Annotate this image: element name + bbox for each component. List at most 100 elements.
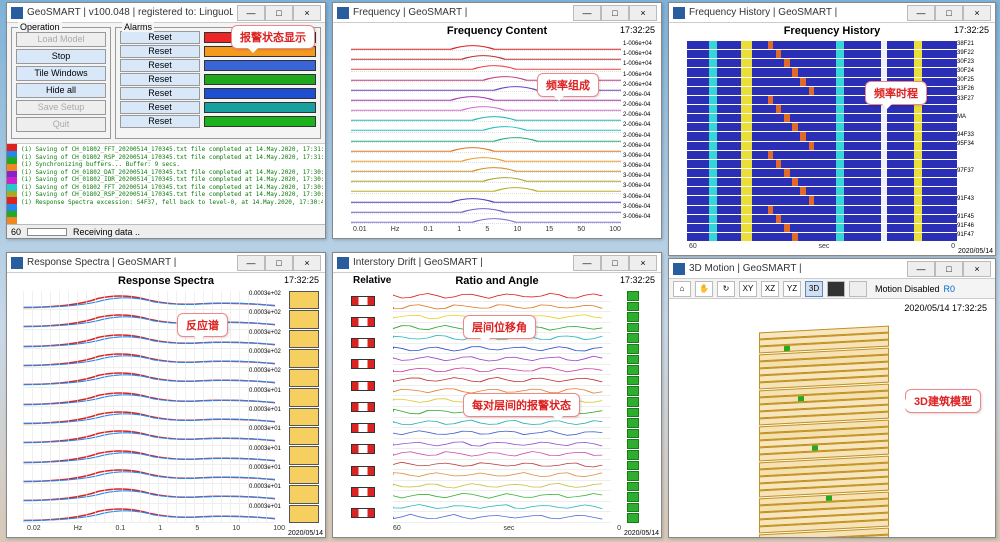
reset-button[interactable]: Reset bbox=[120, 101, 200, 114]
status-indicator bbox=[627, 344, 639, 354]
alarm-bar bbox=[204, 60, 316, 71]
timestamp: 17:32:25 bbox=[954, 25, 989, 35]
status-indicator bbox=[627, 408, 639, 418]
window-title: Frequency | GeoSMART | bbox=[353, 7, 569, 18]
callout-drift-status: 每对层间的报警状态 bbox=[463, 393, 580, 417]
floor-pair-icon bbox=[339, 312, 387, 331]
status-indicator bbox=[627, 386, 639, 396]
date-label: 2020/05/14 bbox=[288, 530, 323, 537]
hide-all-button[interactable]: Hide all bbox=[16, 83, 106, 98]
close-button[interactable]: × bbox=[293, 5, 321, 21]
maximize-button[interactable]: □ bbox=[935, 5, 963, 21]
date-label: 2020/05/14 bbox=[624, 530, 659, 537]
quit-button[interactable]: Quit bbox=[16, 117, 106, 132]
status-indicator bbox=[627, 439, 639, 449]
window-title: Interstory Drift | GeoSMART | bbox=[353, 257, 569, 268]
minimize-button[interactable]: — bbox=[907, 261, 935, 277]
timestamp: 2020/05/14 17:32:25 bbox=[904, 303, 987, 313]
window-title: GeoSMART | v100.048 | registered to: Lin… bbox=[27, 7, 233, 18]
alarm-box bbox=[289, 369, 319, 387]
rotate-icon[interactable]: ↻ bbox=[717, 281, 735, 297]
alarm-bar bbox=[204, 74, 316, 85]
chart-title: Frequency History bbox=[669, 23, 995, 39]
status-indicator bbox=[627, 461, 639, 471]
reset-button[interactable]: Reset bbox=[120, 87, 200, 100]
color-swatch-dark[interactable] bbox=[827, 281, 845, 297]
maximize-button[interactable]: □ bbox=[601, 5, 629, 21]
status-indicator bbox=[627, 291, 639, 301]
status-indicator bbox=[627, 450, 639, 460]
minimize-button[interactable]: — bbox=[573, 255, 601, 271]
maximize-button[interactable]: □ bbox=[935, 261, 963, 277]
floor-pair-icon bbox=[339, 376, 387, 395]
close-button[interactable]: × bbox=[963, 5, 991, 21]
reset-button[interactable]: Reset bbox=[120, 115, 200, 128]
reset-button[interactable]: Reset bbox=[120, 73, 200, 86]
chart-title: Frequency Content bbox=[333, 23, 661, 39]
timestamp: 17:32:25 bbox=[620, 275, 655, 285]
reset-button[interactable]: Reset bbox=[120, 31, 200, 44]
app-icon bbox=[337, 257, 349, 269]
main-control-window: GeoSMART | v100.048 | registered to: Lin… bbox=[6, 2, 326, 239]
status-bar: 60 Receiving data .. bbox=[7, 224, 325, 238]
app-icon bbox=[673, 263, 685, 275]
reset-button[interactable]: Reset bbox=[120, 59, 200, 72]
status-indicator bbox=[627, 302, 639, 312]
frequency-heatmap bbox=[687, 41, 957, 241]
operation-legend: Operation bbox=[18, 22, 62, 32]
save-setup-button[interactable]: Save Setup bbox=[16, 100, 106, 115]
floor-pair-icon bbox=[339, 355, 387, 374]
timestamp: 17:32:25 bbox=[284, 275, 319, 285]
close-button[interactable]: × bbox=[629, 5, 657, 21]
minimize-button[interactable]: — bbox=[237, 5, 265, 21]
floor-pair-icon bbox=[339, 291, 387, 310]
window-title: 3D Motion | GeoSMART | bbox=[689, 263, 903, 274]
3d-toolbar: ⌂ ✋ ↻ XY XZ YZ 3D Motion Disabled R0 bbox=[669, 279, 995, 299]
alarms-legend: Alarms bbox=[122, 22, 154, 32]
alarm-box bbox=[289, 505, 319, 523]
floor-pair-icon bbox=[339, 440, 387, 459]
view-yz-button[interactable]: YZ bbox=[783, 281, 801, 297]
home-icon[interactable]: ⌂ bbox=[673, 281, 691, 297]
alarm-box bbox=[289, 310, 319, 328]
tile-windows-button[interactable]: Tile Windows bbox=[16, 66, 106, 81]
timestamp: 17:32:25 bbox=[620, 25, 655, 35]
chart-title: Response Spectra bbox=[7, 273, 325, 289]
status-indicator bbox=[627, 492, 639, 502]
stop-button[interactable]: Stop bbox=[16, 49, 106, 64]
motion-label: Motion Disabled bbox=[875, 284, 940, 294]
relative-label: Relative bbox=[353, 275, 391, 286]
minimize-button[interactable]: — bbox=[907, 5, 935, 21]
view-xy-button[interactable]: XY bbox=[739, 281, 757, 297]
status-indicator bbox=[627, 397, 639, 407]
callout-drift: 层间位移角 bbox=[463, 315, 536, 339]
callout-freqhist: 频率时程 bbox=[865, 81, 927, 105]
floor-pair-icon bbox=[339, 334, 387, 353]
view-3d-button[interactable]: 3D bbox=[805, 281, 823, 297]
hand-icon[interactable]: ✋ bbox=[695, 281, 713, 297]
alarm-box bbox=[289, 408, 319, 426]
maximize-button[interactable]: □ bbox=[265, 255, 293, 271]
status-indicator bbox=[627, 418, 639, 428]
minimize-button[interactable]: — bbox=[573, 5, 601, 21]
reset-button[interactable]: Reset bbox=[120, 45, 200, 58]
color-swatch-light[interactable] bbox=[849, 281, 867, 297]
titlebar: GeoSMART | v100.048 | registered to: Lin… bbox=[7, 3, 325, 23]
alarm-bar bbox=[204, 116, 316, 127]
status-indicator bbox=[627, 429, 639, 439]
maximize-button[interactable]: □ bbox=[265, 5, 293, 21]
close-button[interactable]: × bbox=[963, 261, 991, 277]
view-xz-button[interactable]: XZ bbox=[761, 281, 779, 297]
status-file: Receiving data .. bbox=[73, 227, 140, 237]
frequency-history-window: Frequency History | GeoSMART | — □ × Fre… bbox=[668, 2, 996, 256]
minimize-button[interactable]: — bbox=[237, 255, 265, 271]
status-indicator bbox=[627, 333, 639, 343]
close-button[interactable]: × bbox=[629, 255, 657, 271]
callout-freq: 频率组成 bbox=[537, 73, 599, 97]
floor-pair-icon bbox=[339, 504, 387, 523]
load-model-button[interactable]: Load Model bbox=[16, 32, 106, 47]
close-button[interactable]: × bbox=[293, 255, 321, 271]
maximize-button[interactable]: □ bbox=[601, 255, 629, 271]
status-indicator bbox=[627, 323, 639, 333]
3d-viewport[interactable]: 2020/05/14 17:32:25 bbox=[669, 299, 995, 537]
